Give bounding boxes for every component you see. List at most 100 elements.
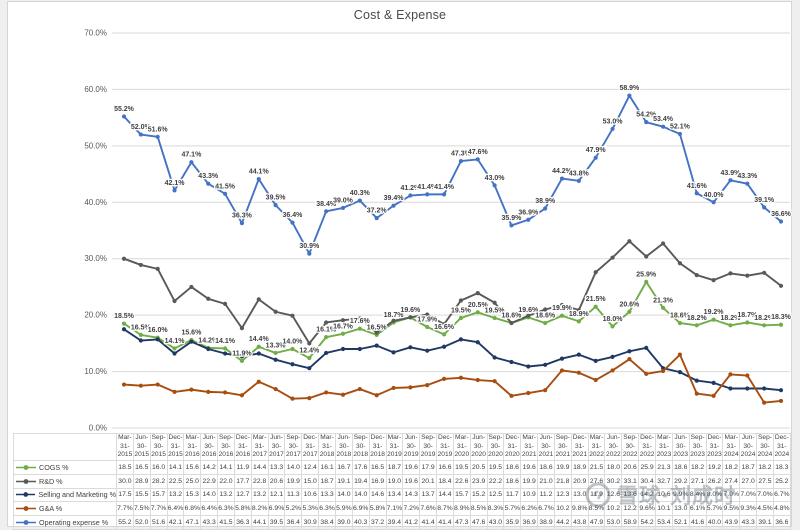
data-label-cogs: 25.9%: [636, 271, 657, 278]
data-point-operating-expense: [543, 206, 548, 211]
table-cell: 13.3: [318, 487, 336, 503]
table-cell: 47.9: [587, 515, 606, 530]
data-point-operating-expense: [576, 178, 581, 183]
table-cell: 30.0: [116, 473, 134, 489]
data-point-cogs: [138, 332, 143, 337]
data-point-operating-expense: [559, 176, 565, 181]
table-cell: 53.4: [655, 515, 673, 530]
data-point-r-d: [728, 271, 733, 276]
table-cell: 13.2: [217, 487, 235, 503]
table-cell: 6.3%: [217, 501, 235, 517]
data-point-g-a: [762, 400, 767, 405]
data-label-cogs: 19.9%: [552, 305, 573, 312]
table-cell: 18.5: [116, 460, 134, 475]
table-cell: 39.1: [756, 515, 774, 530]
data-point-g-a: [441, 376, 447, 382]
table-cell: 20.1: [419, 473, 438, 489]
table-header-cell: Sep- 30- 2022: [621, 433, 640, 461]
data-point-cogs: [290, 346, 295, 352]
data-point-selling-and-marketing: [408, 345, 413, 350]
table-header-cell: Dec- 31- 2024: [772, 433, 791, 461]
data-point-selling-and-marketing: [644, 345, 649, 350]
series-name-label: R&D %: [39, 476, 63, 486]
y-axis-tick-label: 0.0%: [89, 424, 107, 433]
data-point-selling-and-marketing: [711, 380, 716, 385]
table-cell: 51.6: [149, 515, 168, 530]
data-point-g-a: [324, 390, 329, 395]
data-point-r-d: [222, 301, 228, 306]
data-point-operating-expense: [121, 114, 127, 119]
table-header-cell: Dec- 31- 2022: [638, 433, 656, 461]
data-label-cogs: 19.5%: [485, 307, 506, 314]
table-cell: 38.9: [537, 515, 555, 530]
table-header-cell: Jun- 30- 2021: [537, 433, 555, 461]
table-cell: 27.0: [739, 473, 758, 489]
table-row-g-a: G&A % 7.7% 7.5% 7.7% 6.4% 6.8% 6.4% 6.3% 5.8% 8.2…: [13, 501, 791, 517]
data-label-operating-expense: 38.4%: [316, 201, 337, 208]
data-point-operating-expense: [273, 203, 278, 208]
table-cell: 18.4: [436, 473, 454, 489]
table-cell: 19.6: [402, 473, 421, 489]
table-cell: 8.4%: [688, 487, 707, 503]
data-point-g-a: [138, 383, 143, 388]
data-point-r-d: [256, 297, 261, 302]
data-point-cogs: [610, 324, 615, 329]
data-point-r-d: [408, 315, 413, 320]
data-label-cogs: 14.2%: [198, 337, 219, 344]
data-point-selling-and-marketing: [543, 362, 548, 367]
data-point-selling-and-marketing: [256, 351, 261, 356]
table-cell: 43.8: [570, 515, 589, 530]
data-point-cogs: [441, 332, 447, 337]
table-cell: 17.6: [351, 460, 370, 475]
table-cell: 27.1: [688, 473, 707, 489]
series-line-cogs: [123, 280, 782, 362]
data-point-cogs: [172, 346, 177, 351]
data-point-r-d: [206, 296, 211, 301]
data-point-operating-expense: [256, 177, 261, 182]
data-point-operating-expense: [677, 131, 683, 137]
data-point-cogs: [121, 321, 127, 326]
data-point-selling-and-marketing: [425, 348, 430, 353]
table-cell: 20.6: [621, 460, 640, 475]
table-cell: 22.9: [200, 473, 219, 489]
data-point-g-a: [509, 393, 514, 398]
data-point-selling-and-marketing: [290, 362, 295, 367]
data-point-selling-and-marketing: [172, 351, 177, 356]
table-cell: 18.2: [722, 460, 741, 475]
table-cell: 55.2: [116, 515, 134, 530]
data-point-r-d: [374, 330, 379, 335]
data-point-cogs: [694, 323, 699, 328]
data-point-operating-expense: [610, 126, 615, 132]
table-cell: 26.2: [705, 473, 724, 489]
data-point-cogs: [425, 324, 430, 330]
table-cell: 6.1%: [688, 501, 707, 517]
data-label-operating-expense: 42.1%: [165, 180, 186, 187]
table-cell: 8.3%: [486, 501, 505, 517]
data-point-cogs: [745, 320, 750, 325]
table-cell: 14.4: [250, 460, 269, 475]
table-cell: 19.5: [452, 460, 471, 475]
table-cell: 36.6: [772, 515, 791, 530]
table-cell: 14.0: [284, 460, 303, 475]
data-point-g-a: [307, 395, 312, 401]
table-header-cell: Dec- 31- 2017: [301, 433, 320, 461]
data-point-g-a: [290, 396, 295, 401]
data-point-selling-and-marketing: [273, 357, 278, 362]
data-label-operating-expense: 47.1%: [181, 152, 202, 159]
data-point-operating-expense: [660, 124, 666, 129]
table-cell: 58.9: [621, 515, 640, 530]
table-cell: 10.6: [301, 487, 320, 503]
data-label-cogs: 19.6%: [518, 307, 539, 314]
legend-key-icon: [16, 492, 36, 498]
table-header-cell: Mar- 31- 2023: [655, 433, 673, 461]
table-cell: 18.6: [671, 460, 690, 475]
data-label-operating-expense: 39.0%: [333, 197, 354, 204]
data-label-operating-expense: 43.9%: [721, 170, 742, 177]
data-point-r-d: [778, 283, 784, 288]
table-header-cell: Mar- 31- 2022: [587, 433, 606, 461]
series-name-label: G&A %: [39, 504, 63, 514]
data-label-cogs: 19.5%: [451, 307, 472, 314]
table-cell: 6.9%: [267, 501, 286, 517]
data-label-operating-expense: 36.4%: [283, 212, 304, 219]
table-header-cell: Dec- 31- 2018: [368, 433, 387, 461]
